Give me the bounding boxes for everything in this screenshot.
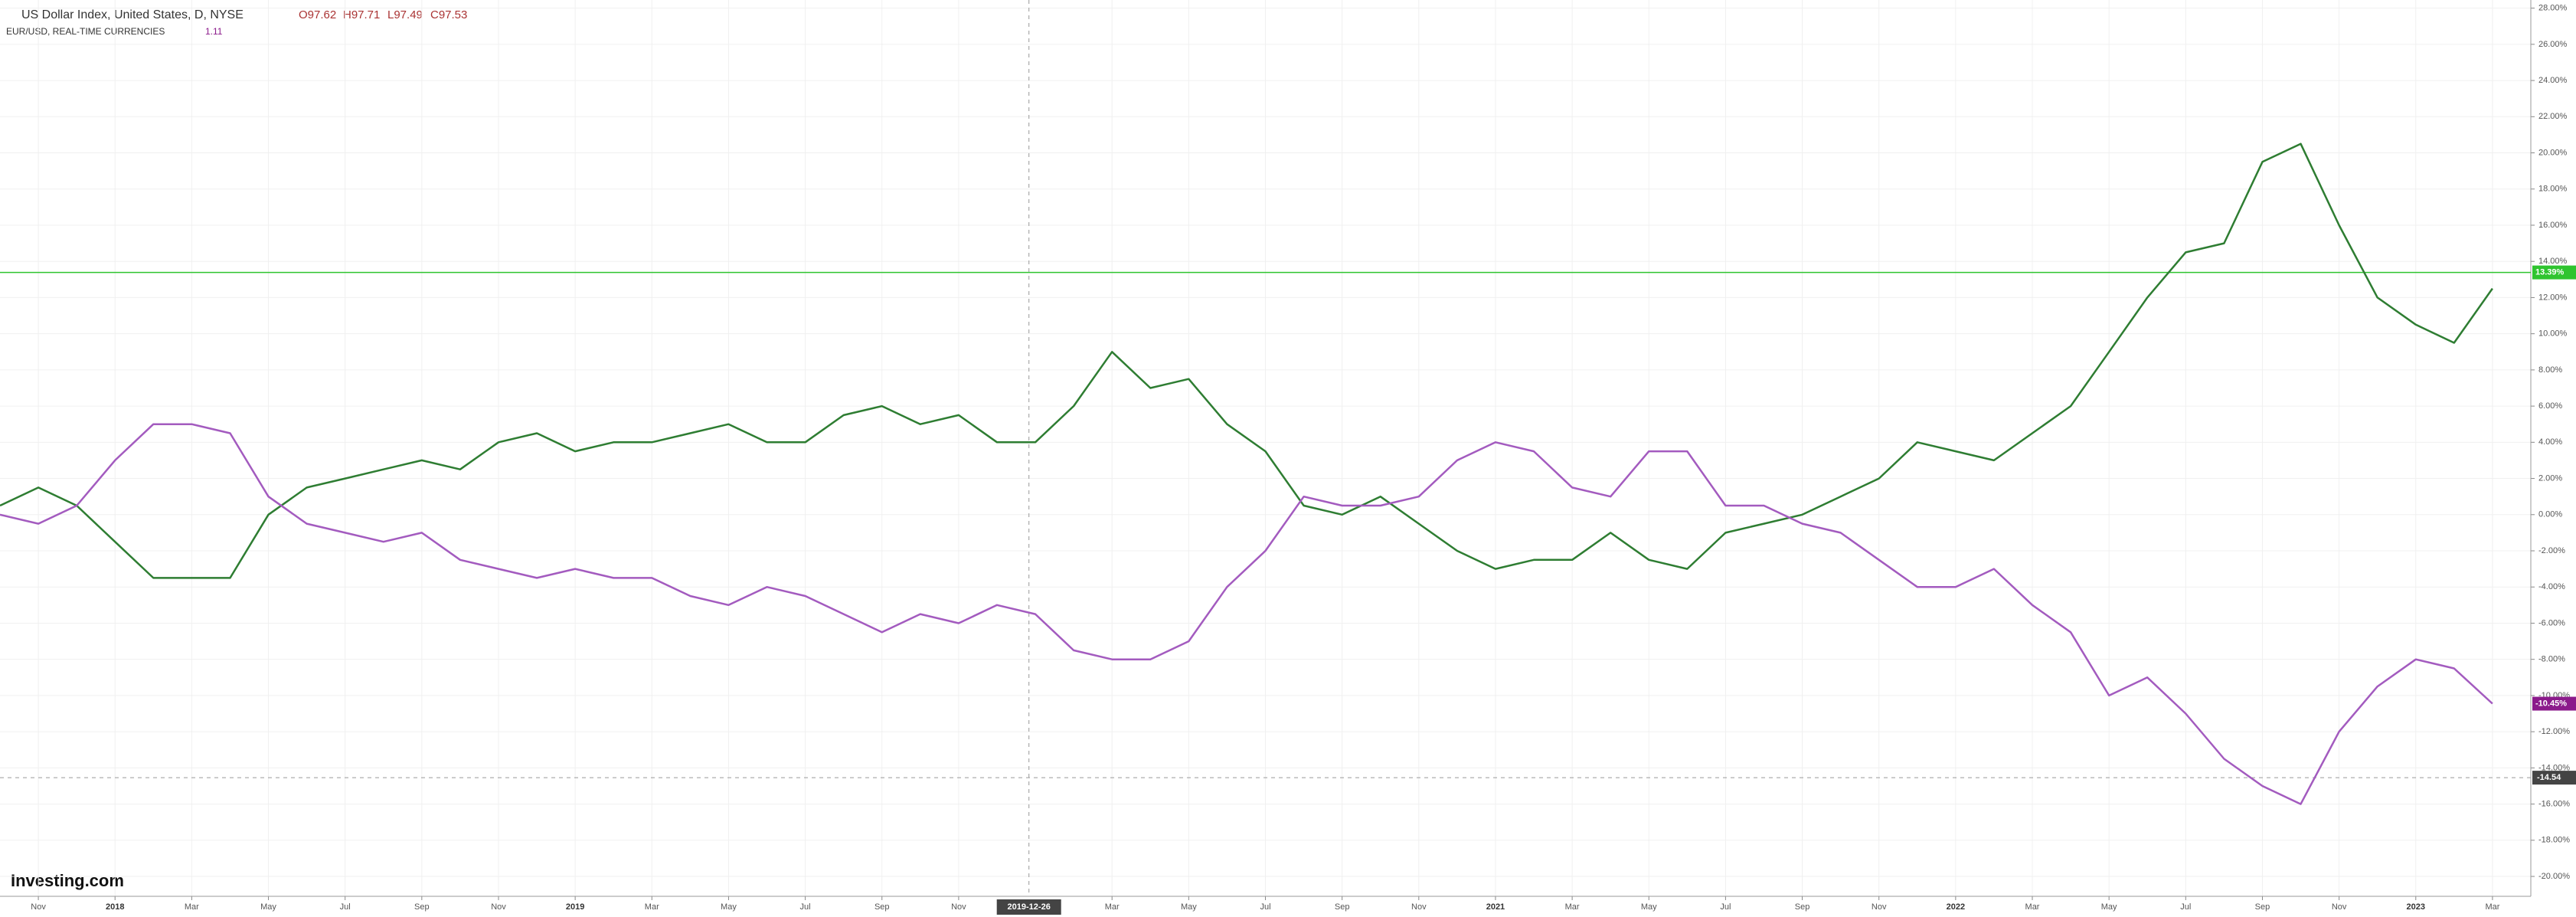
x-tick-label: May xyxy=(1181,902,1197,912)
x-tick-label: Nov xyxy=(31,902,46,912)
x-tick-label: May xyxy=(260,902,276,912)
y-tick-label: 18.00% xyxy=(2538,185,2568,194)
price-tag-label: 13.39% xyxy=(2535,268,2565,277)
x-tick-label: Nov xyxy=(2332,902,2347,912)
y-tick-label: -20.00% xyxy=(2538,872,2570,881)
x-tick-label: 2021 xyxy=(1486,902,1505,912)
series-line xyxy=(0,423,2493,805)
y-tick-label: -18.00% xyxy=(2538,836,2570,845)
y-tick-label: 6.00% xyxy=(2538,401,2562,411)
x-tick-label: Jul xyxy=(1260,902,1270,912)
x-tick-label: Mar xyxy=(645,902,659,912)
y-tick-label: 20.00% xyxy=(2538,148,2568,157)
compare-name: EUR/USD, REAL-TIME CURRENCIES xyxy=(6,26,165,37)
x-tick-label: 2023 xyxy=(2407,902,2425,912)
x-tick-label: May xyxy=(2101,902,2117,912)
y-tick-label: 10.00% xyxy=(2538,329,2568,339)
series-line xyxy=(0,142,2493,579)
y-tick-label: -14.00% xyxy=(2538,763,2570,772)
x-tick-label: Sep xyxy=(414,902,430,912)
chart-title: US Dollar Index, United States, D, NYSE xyxy=(21,8,244,21)
y-tick-label: 26.00% xyxy=(2538,40,2568,49)
y-tick-label: 24.00% xyxy=(2538,76,2568,85)
y-tick-label: 0.00% xyxy=(2538,510,2562,519)
x-tick-label: Jul xyxy=(800,902,811,912)
y-tick-label: 12.00% xyxy=(2538,293,2568,302)
x-tick-label: Mar xyxy=(1565,902,1580,912)
x-tick-label: Sep xyxy=(1795,902,1810,912)
y-tick-label: 16.00% xyxy=(2538,221,2568,230)
x-tick-label: Sep xyxy=(2255,902,2270,912)
price-tag xyxy=(2532,265,2576,280)
ohlc-open: O97.62 xyxy=(299,8,336,21)
y-tick-label: 14.00% xyxy=(2538,257,2568,266)
grid xyxy=(0,0,2531,896)
y-tick-label: -6.00% xyxy=(2538,618,2565,627)
x-tick-label: May xyxy=(1641,902,1657,912)
y-tick-label: -2.00% xyxy=(2538,546,2565,555)
y-tick-label: 4.00% xyxy=(2538,437,2562,447)
x-tick-label: Sep xyxy=(1335,902,1350,912)
compare-value: 1.11 xyxy=(205,26,223,37)
x-tick-label: Mar xyxy=(185,902,199,912)
crosshair-y-label: -14.54 xyxy=(2537,773,2561,782)
crosshair-x-tag xyxy=(996,899,1061,915)
ohlc-high: H97.71 xyxy=(343,8,380,21)
ohlc-low: L97.49 xyxy=(387,8,423,21)
y-tick-label: -4.00% xyxy=(2538,582,2565,591)
price-tag xyxy=(2532,696,2576,711)
ohlc-close: C97.53 xyxy=(430,8,467,21)
y-tick-label: -12.00% xyxy=(2538,727,2570,736)
x-tick-label: Jul xyxy=(1720,902,1731,912)
x-tick-label: 2022 xyxy=(1947,902,1965,912)
x-tick-label: 2018 xyxy=(106,902,124,912)
x-tick-label: Nov xyxy=(1411,902,1427,912)
x-tick-label: Jul xyxy=(340,902,351,912)
x-tick-label: Mar xyxy=(2485,902,2499,912)
x-tick-label: Nov xyxy=(951,902,966,912)
y-tick-label: -8.00% xyxy=(2538,655,2565,664)
logo: Investing.com xyxy=(11,871,124,890)
y-tick-label: 8.00% xyxy=(2538,365,2562,375)
y-tick-label: 28.00% xyxy=(2538,4,2568,13)
price-tag-label: -10.45% xyxy=(2535,699,2567,708)
y-tick-label: 2.00% xyxy=(2538,473,2562,483)
crosshair-y-tag xyxy=(2532,771,2576,785)
x-tick-label: Jul xyxy=(2180,902,2191,912)
x-tick-label: Mar xyxy=(1105,902,1120,912)
x-tick-label: Nov xyxy=(491,902,506,912)
y-tick-label: 22.00% xyxy=(2538,112,2568,121)
x-tick-label: Sep xyxy=(874,902,890,912)
x-tick-label: 2019 xyxy=(566,902,584,912)
crosshair-x-label: 2019-12-26 xyxy=(1008,902,1051,912)
x-tick-label: Nov xyxy=(1872,902,1887,912)
x-tick-label: May xyxy=(721,902,737,912)
y-tick-label: -16.00% xyxy=(2538,799,2570,808)
x-tick-label: Mar xyxy=(2025,902,2040,912)
